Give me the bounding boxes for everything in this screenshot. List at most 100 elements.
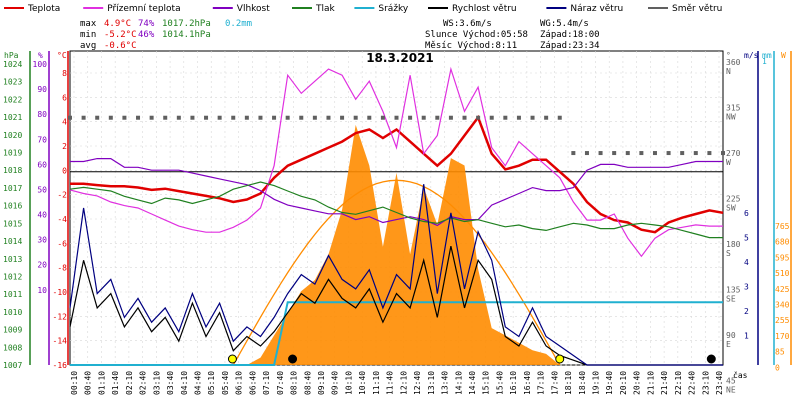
hpa-tick-label: 1013 xyxy=(3,255,22,264)
series-sr-ky xyxy=(70,301,723,366)
dir-tick-label: 135 xyxy=(726,286,741,295)
chart-title: 18.3.2021 xyxy=(366,51,434,65)
wind-dir-point xyxy=(163,115,168,120)
hum-tick-label: 30 xyxy=(37,236,47,245)
time-tick-label: 06:10 xyxy=(235,371,244,395)
wind-dir-point xyxy=(421,115,426,120)
time-tick-label: 09:10 xyxy=(317,371,326,395)
legend-label: Tlak xyxy=(315,4,336,14)
wind-dir-point xyxy=(612,151,617,156)
temp-tick-label: 4 xyxy=(62,118,67,127)
solar-tick-label: 595 xyxy=(775,253,790,262)
wind-dir-point xyxy=(503,115,508,120)
time-tick-label: 19:40 xyxy=(605,371,614,395)
time-tick-label: 02:40 xyxy=(139,371,148,395)
wind-dir-point xyxy=(639,151,644,156)
legend-label: Srážky xyxy=(378,4,409,14)
series-p-zemn-teplota xyxy=(69,66,723,258)
hpa-tick-label: 1008 xyxy=(3,343,22,352)
wind-dir-point xyxy=(680,151,685,156)
dir-tick-label: 270 xyxy=(726,149,741,158)
hpa-tick-label: 1018 xyxy=(3,166,22,175)
time-tick-label: 06:40 xyxy=(248,371,257,395)
solar-tick-label: 340 xyxy=(775,301,790,310)
time-tick-label: 16:10 xyxy=(509,371,518,395)
time-tick-label: 09:40 xyxy=(331,371,340,395)
time-tick-label: 18:10 xyxy=(564,371,573,395)
legend-label: Rychlost větru xyxy=(452,4,517,14)
wind-dir-point xyxy=(326,115,331,120)
solar-tick-label: 765 xyxy=(775,222,790,231)
stat-max-rain: 0.2mm xyxy=(225,19,252,29)
time-tick-label: 23:40 xyxy=(715,371,724,395)
temp-tick-label: -2 xyxy=(57,191,67,200)
wind-dir-point xyxy=(312,115,317,120)
time-axis-label: čas xyxy=(733,370,748,380)
wind-dir-point xyxy=(544,115,549,120)
moonset-marker xyxy=(706,354,716,364)
unit-rain: mm xyxy=(762,51,772,60)
time-tick-label: 07:40 xyxy=(276,371,285,395)
temp-tick-label: -16 xyxy=(53,361,68,370)
unit-hpa: hPa xyxy=(4,51,19,60)
time-tick-label: 11:40 xyxy=(386,371,395,395)
time-tick-label: 08:10 xyxy=(290,371,299,395)
wind-dir-point xyxy=(666,151,671,156)
stat-min-hum: 46% xyxy=(138,30,155,40)
wind-dir-point xyxy=(244,115,249,120)
wind-dir-point xyxy=(340,115,345,120)
time-tick-label: 22:40 xyxy=(688,371,697,395)
series-teplota xyxy=(70,114,724,234)
hum-tick-label: 70 xyxy=(37,135,47,144)
wind-dir-point xyxy=(448,115,453,120)
temp-tick-label: 2 xyxy=(62,142,67,151)
dir-tick-label: 315 xyxy=(726,104,741,113)
wind-dir-point xyxy=(530,115,535,120)
time-tick-label: 04:40 xyxy=(194,371,203,395)
time-tick-label: 01:40 xyxy=(111,371,120,395)
wind-tick-label: 2 xyxy=(744,307,749,316)
stat-min-label: min xyxy=(80,30,96,40)
stat-avg-temp: -0.6°C xyxy=(104,41,137,51)
hpa-tick-label: 1016 xyxy=(3,202,22,211)
wind-dir-point xyxy=(204,115,209,120)
sunset-marker xyxy=(555,354,565,364)
hpa-tick-label: 1009 xyxy=(3,326,22,335)
dir-tick-label: 225 xyxy=(726,195,741,204)
dir-tick-compass: W xyxy=(726,158,731,167)
hpa-tick-label: 1024 xyxy=(3,60,22,69)
unit-dir: ° xyxy=(726,51,731,60)
stat-wg: WG:5.4m/s xyxy=(540,19,589,29)
time-tick-label: 19:10 xyxy=(591,371,600,395)
stat-max-hum: 74% xyxy=(138,19,155,29)
solar-tick-label: 0 xyxy=(775,363,780,372)
wind-dir-point xyxy=(598,151,603,156)
sun-arc xyxy=(232,179,561,366)
hpa-tick-label: 1014 xyxy=(3,237,22,246)
time-tick-label: 14:10 xyxy=(454,371,463,395)
time-tick-label: 17:40 xyxy=(550,371,559,395)
time-tick-label: 05:40 xyxy=(221,371,230,395)
wind-dir-point xyxy=(462,115,467,120)
time-tick-label: 20:10 xyxy=(619,371,628,395)
wind-dir-point xyxy=(258,115,263,120)
time-tick-label: 10:10 xyxy=(344,371,353,395)
wind-dir-point xyxy=(122,115,127,120)
stat-moonset: Západ:23:34 xyxy=(540,41,600,51)
wind-dir-point xyxy=(476,115,481,120)
unit-temp: °C xyxy=(57,51,67,60)
solar-tick-label: 170 xyxy=(775,332,790,341)
wind-dir-point xyxy=(571,151,576,156)
time-tick-label: 15:10 xyxy=(482,371,491,395)
time-tick-label: 16:40 xyxy=(523,371,532,395)
moonrise-marker xyxy=(288,354,298,364)
hum-tick-label: 80 xyxy=(37,110,47,119)
wind-dir-point xyxy=(516,115,521,120)
wind-dir-point xyxy=(380,115,385,120)
stat-avg-label: avg xyxy=(80,41,96,51)
time-tick-label: 11:10 xyxy=(372,371,381,395)
time-tick-label: 21:10 xyxy=(646,371,655,395)
dir-tick-compass: E xyxy=(726,340,731,349)
wind-dir-point xyxy=(693,151,698,156)
hpa-tick-label: 1022 xyxy=(3,95,22,104)
